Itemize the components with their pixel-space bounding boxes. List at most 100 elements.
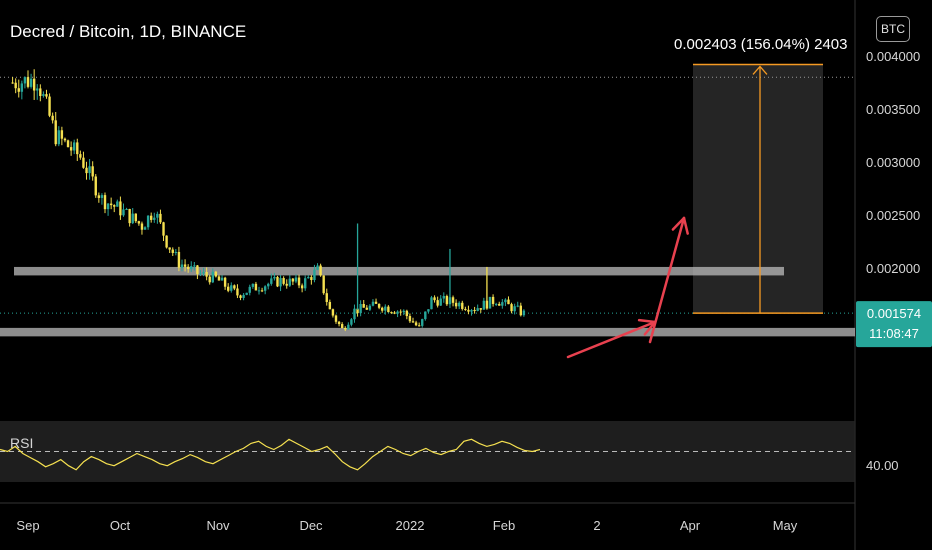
price-tick-label: 0.003000 bbox=[866, 155, 920, 170]
candle-body bbox=[442, 296, 445, 299]
candle-body bbox=[242, 294, 245, 298]
price-tick-label: 0.002500 bbox=[866, 208, 920, 223]
candle-body bbox=[297, 277, 301, 286]
candle-body bbox=[51, 115, 54, 121]
candle-body bbox=[454, 302, 458, 307]
candle-body bbox=[368, 305, 372, 310]
time-tick-label: Nov bbox=[206, 518, 230, 533]
current-price-value: 0.001574 bbox=[867, 306, 921, 321]
candle-body bbox=[162, 222, 165, 236]
candle-body bbox=[331, 309, 335, 316]
measure-arrowhead bbox=[752, 65, 768, 75]
candle-body bbox=[433, 297, 436, 301]
candle-body bbox=[230, 285, 233, 291]
candle-body bbox=[294, 277, 298, 282]
projection-box bbox=[693, 64, 823, 314]
price-tick-label: 0.004000 bbox=[866, 49, 920, 64]
candle-body bbox=[414, 322, 418, 326]
candle-body bbox=[208, 276, 211, 283]
candle-body bbox=[11, 82, 14, 84]
candle-series bbox=[11, 69, 526, 332]
candle-body bbox=[103, 195, 107, 210]
candle-body bbox=[501, 302, 504, 306]
candle-body bbox=[251, 283, 255, 287]
candle-body bbox=[374, 301, 378, 304]
candle-body bbox=[168, 247, 171, 250]
candle-body bbox=[494, 303, 498, 305]
time-tick-label: Sep bbox=[16, 518, 39, 533]
candle-body bbox=[131, 213, 134, 224]
candle-body bbox=[57, 130, 60, 145]
candle-body bbox=[202, 271, 205, 274]
candle-body bbox=[282, 278, 285, 284]
candle-body bbox=[29, 78, 33, 87]
current-price-countdown: 11:08:47 bbox=[869, 326, 919, 341]
candle-body bbox=[20, 83, 24, 92]
candle-body bbox=[177, 251, 181, 268]
candle-body bbox=[402, 310, 405, 312]
candle-body bbox=[334, 315, 338, 322]
candle-body bbox=[180, 264, 184, 268]
candle-body bbox=[458, 302, 461, 307]
arrow-head bbox=[671, 216, 686, 231]
resistance-band bbox=[14, 266, 784, 276]
candle-body bbox=[183, 264, 187, 267]
candle-body bbox=[377, 303, 381, 308]
candle-body bbox=[417, 325, 421, 327]
time-axis: Sep Oct Nov Dec 2022 Feb 2 Apr May bbox=[16, 518, 797, 533]
candle-body bbox=[239, 295, 242, 298]
candle-body bbox=[23, 77, 27, 84]
drawing-overlays bbox=[566, 63, 823, 359]
candle-body bbox=[279, 278, 282, 287]
arrow-head bbox=[643, 320, 657, 336]
candle-body bbox=[66, 140, 70, 148]
candle-body bbox=[91, 166, 94, 177]
candle-body bbox=[217, 276, 221, 281]
candle-body bbox=[254, 283, 258, 291]
candle-body bbox=[516, 305, 519, 307]
candle-body bbox=[193, 265, 196, 267]
measure-label: 0.002403 (156.04%) 2403 bbox=[674, 36, 847, 53]
candle-body bbox=[439, 298, 442, 306]
candle-body bbox=[199, 273, 202, 275]
time-tick-label: 2022 bbox=[396, 518, 425, 533]
candle-body bbox=[36, 88, 39, 91]
candle-body bbox=[362, 304, 365, 308]
candle-body bbox=[353, 308, 356, 320]
candle-body bbox=[211, 271, 214, 283]
annotation-bands bbox=[0, 64, 855, 337]
price-tick-label: 0.003500 bbox=[866, 102, 920, 117]
candle-body bbox=[319, 265, 322, 276]
currency-badge[interactable]: BTC bbox=[876, 16, 910, 42]
chart-title: Decred / Bitcoin, 1D, BINANCE bbox=[10, 22, 246, 41]
rsi-tick-label: 40.00 bbox=[866, 458, 899, 473]
candle-body bbox=[276, 276, 279, 287]
candle-body bbox=[186, 266, 190, 270]
candle-body bbox=[467, 309, 470, 312]
candle-body bbox=[488, 296, 492, 309]
candle-body bbox=[76, 142, 79, 155]
candle-body bbox=[171, 249, 174, 253]
time-tick-label: Apr bbox=[680, 518, 701, 533]
candle-body bbox=[17, 88, 20, 92]
candle-body bbox=[504, 299, 507, 303]
candle-body bbox=[430, 297, 433, 310]
price-axis: 0.004000 0.003500 0.003000 0.002500 0.002000… bbox=[856, 49, 932, 348]
candle-body bbox=[245, 292, 248, 295]
candle-body bbox=[45, 94, 48, 97]
candle-body bbox=[390, 312, 393, 314]
time-tick-label: May bbox=[773, 518, 798, 533]
candle-body bbox=[340, 324, 344, 329]
candle-body bbox=[42, 94, 45, 96]
candle-body bbox=[411, 321, 415, 323]
candle-body bbox=[97, 195, 101, 198]
candle-body bbox=[257, 290, 261, 292]
arrow-to-resistance bbox=[566, 318, 657, 359]
candle-body bbox=[82, 157, 85, 168]
candle-body bbox=[196, 265, 199, 275]
candle-body bbox=[26, 77, 30, 87]
time-tick-label: Oct bbox=[110, 518, 131, 533]
candle-body bbox=[328, 301, 332, 310]
